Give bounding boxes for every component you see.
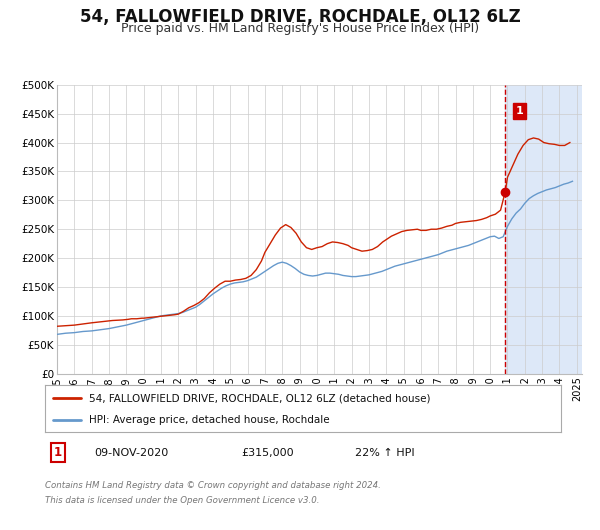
Text: 54, FALLOWFIELD DRIVE, ROCHDALE, OL12 6LZ (detached house): 54, FALLOWFIELD DRIVE, ROCHDALE, OL12 6L… xyxy=(89,393,430,403)
Text: HPI: Average price, detached house, Rochdale: HPI: Average price, detached house, Roch… xyxy=(89,416,329,425)
Text: £315,000: £315,000 xyxy=(241,448,294,457)
Text: 54, FALLOWFIELD DRIVE, ROCHDALE, OL12 6LZ: 54, FALLOWFIELD DRIVE, ROCHDALE, OL12 6L… xyxy=(80,8,520,26)
Text: 09-NOV-2020: 09-NOV-2020 xyxy=(94,448,168,457)
Text: This data is licensed under the Open Government Licence v3.0.: This data is licensed under the Open Gov… xyxy=(45,496,320,505)
Bar xyxy=(505,85,582,374)
Text: 1: 1 xyxy=(516,106,523,116)
Text: Contains HM Land Registry data © Crown copyright and database right 2024.: Contains HM Land Registry data © Crown c… xyxy=(45,481,381,490)
Text: Price paid vs. HM Land Registry's House Price Index (HPI): Price paid vs. HM Land Registry's House … xyxy=(121,22,479,36)
Text: 22% ↑ HPI: 22% ↑ HPI xyxy=(355,448,414,457)
Text: 1: 1 xyxy=(54,446,62,459)
